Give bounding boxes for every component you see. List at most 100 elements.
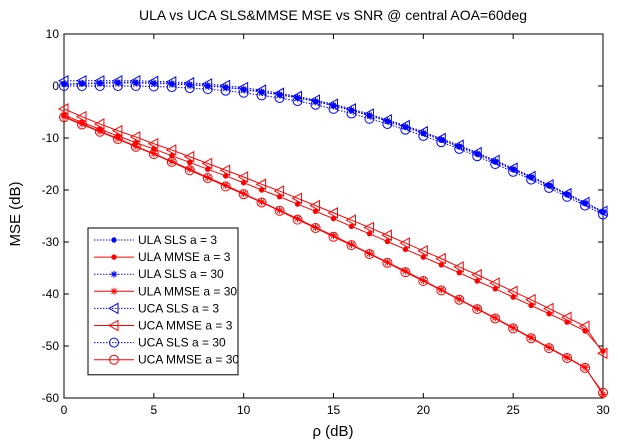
data-point (256, 90, 267, 101)
marker-triangle (165, 144, 177, 156)
data-point (75, 74, 87, 87)
marker-asterisk (455, 142, 463, 150)
data-point (364, 248, 375, 259)
data-point (165, 144, 177, 156)
marker-circle (59, 112, 69, 123)
marker-triangle (201, 157, 213, 170)
marker-circle (382, 257, 393, 268)
marker-dot (384, 238, 391, 245)
marker-circle (454, 143, 465, 154)
series-6 (57, 103, 608, 360)
marker-circle (328, 231, 339, 242)
data-point (201, 157, 213, 170)
marker-circle (148, 149, 159, 160)
marker-triangle (129, 74, 141, 87)
data-point (76, 119, 87, 130)
marker-circle (202, 84, 213, 95)
data-point (455, 142, 463, 150)
data-point (130, 81, 141, 91)
data-point (580, 362, 591, 373)
marker-asterisk (599, 390, 607, 398)
data-point (381, 113, 392, 126)
legend-swatch-marker (107, 319, 119, 332)
marker-triangle (327, 207, 338, 219)
data-point (508, 166, 519, 177)
data-point (132, 78, 140, 86)
legend-entry: UCA SLS a = 30 (94, 336, 226, 350)
data-point (111, 74, 123, 87)
marker-asterisk (330, 101, 337, 109)
marker-triangle (381, 229, 392, 242)
data-point (474, 278, 480, 284)
marker-circle (400, 267, 411, 278)
legend-label: UCA SLS a = 30 (138, 336, 226, 350)
marker-circle (526, 333, 537, 344)
data-point (471, 146, 482, 159)
data-point (346, 108, 357, 119)
data-point (473, 150, 481, 158)
data-point (129, 74, 141, 87)
marker-triangle (75, 110, 87, 123)
marker-dot (111, 254, 117, 260)
data-point (418, 276, 429, 286)
data-point (363, 108, 374, 120)
marker-triangle (345, 103, 356, 115)
marker-circle (346, 240, 357, 251)
legend-entry: ULA MMSE a = 30 (94, 284, 237, 298)
marker-asterisk (186, 80, 194, 88)
y-tick-label: 0 (52, 79, 59, 93)
marker-triangle (381, 113, 392, 126)
marker-circle (526, 174, 537, 185)
legend-label: ULA MMSE a = 30 (138, 284, 237, 298)
data-point (129, 131, 141, 143)
marker-triangle (111, 124, 123, 137)
marker-dot (223, 173, 229, 179)
marker-circle (346, 108, 357, 119)
data-point (382, 118, 393, 129)
marker-asterisk (294, 215, 302, 223)
marker-asterisk (437, 136, 445, 144)
marker-circle (490, 159, 501, 169)
marker-triangle (129, 131, 141, 143)
data-point (201, 78, 213, 90)
marker-circle (256, 197, 267, 208)
marker-asterisk (599, 208, 607, 216)
marker-asterisk (294, 93, 302, 101)
marker-circle (544, 182, 555, 193)
legend-label: ULA MMSE a = 3 (138, 250, 231, 264)
marker-triangle (219, 79, 231, 92)
data-point (148, 149, 159, 160)
marker-dot (111, 237, 117, 243)
marker-circle (184, 83, 195, 94)
x-tick-label: 10 (237, 403, 251, 417)
data-point (57, 103, 69, 115)
marker-triangle (147, 137, 159, 150)
marker-circle (400, 124, 411, 135)
data-point (184, 165, 195, 176)
marker-circle (562, 191, 573, 202)
marker-asterisk (96, 79, 104, 87)
data-point (508, 323, 519, 334)
legend: ULA SLS a = 3 ULA MMSE a = 3 ULA SLS a = 3… (87, 227, 239, 376)
data-point (366, 230, 373, 237)
marker-dot (492, 286, 498, 292)
marker-triangle (291, 90, 303, 103)
marker-circle (454, 294, 465, 305)
marker-dot (330, 215, 337, 222)
data-point (471, 268, 482, 281)
data-point (292, 214, 303, 225)
data-point (219, 79, 231, 92)
marker-circle (562, 352, 573, 363)
marker-triangle (417, 244, 428, 257)
data-point (417, 244, 428, 257)
data-point (328, 103, 339, 114)
data-point (561, 187, 572, 200)
data-point (76, 81, 87, 91)
data-point (400, 124, 411, 135)
legend-entry: UCA SLS a = 3 (94, 301, 219, 315)
data-point (187, 159, 193, 166)
marker-dot (438, 262, 444, 268)
data-point (276, 194, 283, 200)
marker-triangle (453, 261, 464, 273)
